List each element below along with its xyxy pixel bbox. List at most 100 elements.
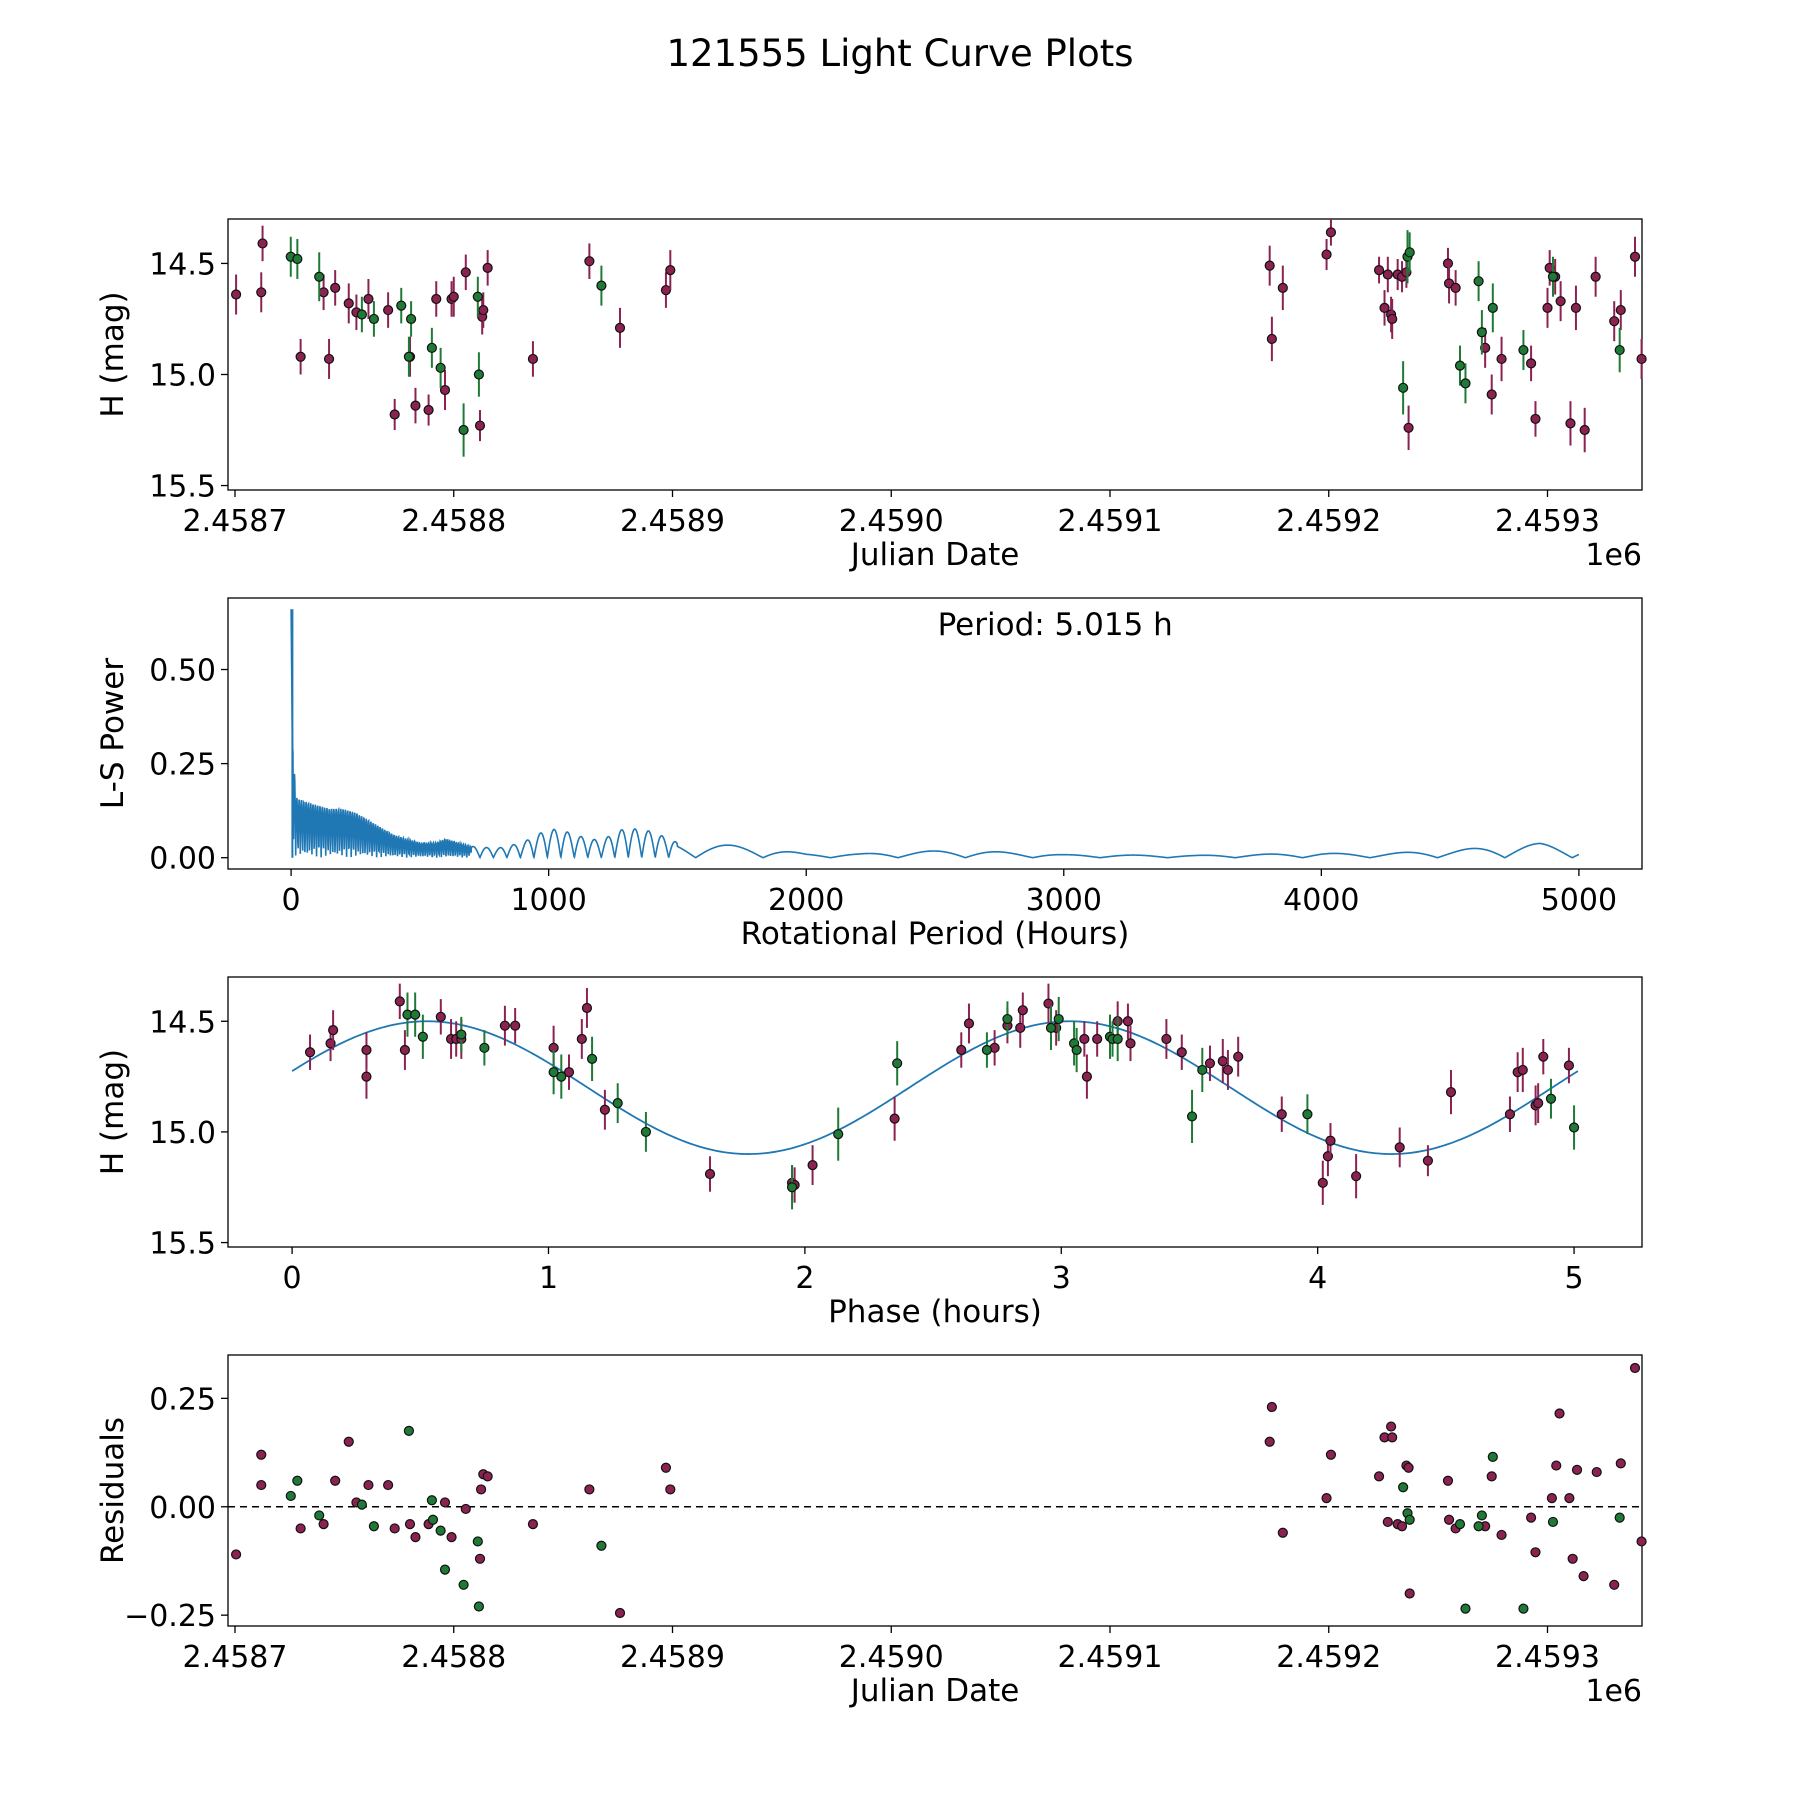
point-r — [1387, 313, 1398, 325]
point-g — [479, 1042, 490, 1053]
point-r — [1538, 1051, 1549, 1062]
point-r — [475, 1484, 487, 1495]
point-r — [1571, 1464, 1583, 1476]
point-g — [1045, 1022, 1057, 1034]
point-r — [1579, 424, 1590, 436]
point-g — [472, 291, 483, 302]
point-r — [1565, 418, 1576, 429]
x-tick-label: 1 — [539, 1261, 558, 1296]
point-r — [1629, 1362, 1641, 1374]
point-r — [230, 1549, 242, 1560]
point-r — [1394, 1142, 1405, 1153]
point-g — [314, 1510, 325, 1521]
point-r — [1373, 264, 1385, 276]
lightcurve-panel: 2.4587 2.4588 2.4589 2.4590 2.4591 2.4592 2.45… — [95, 218, 1647, 573]
point-r — [1351, 1171, 1362, 1182]
periodogram-xlabel: Rotational Period (Hours) — [741, 916, 1130, 952]
point-r — [665, 1484, 676, 1495]
x-tick-label: 2000 — [768, 883, 844, 918]
point-r — [394, 996, 405, 1007]
point-r — [1591, 1466, 1602, 1478]
point-g — [1197, 1064, 1208, 1076]
point-r — [1442, 258, 1454, 269]
point-r — [956, 1044, 967, 1056]
point-r — [1442, 1475, 1454, 1486]
residuals-ticks: 2.4587 2.4588 2.4589 2.4590 2.4591 2.4592 2.45… — [124, 1382, 1600, 1675]
x-tick-label: 2.4593 — [1495, 1640, 1600, 1675]
y-tick-label: 0.00 — [149, 1491, 216, 1526]
point-r — [889, 1113, 900, 1124]
point-r — [478, 304, 489, 316]
point-g — [314, 271, 325, 282]
x-tick-label: 2.4589 — [620, 1640, 725, 1675]
point-r — [584, 256, 595, 267]
point-r — [510, 1020, 521, 1031]
x-tick-label: 4000 — [1283, 883, 1359, 918]
point-r — [399, 1044, 411, 1056]
x-tick-label: 2.4590 — [839, 504, 944, 539]
point-r — [318, 287, 329, 298]
point-g — [1460, 1603, 1471, 1614]
point-r — [1277, 1527, 1288, 1538]
y-tick-label: 0.25 — [149, 1382, 216, 1417]
y-tick-label: −0.25 — [124, 1599, 216, 1634]
point-r — [343, 1436, 354, 1447]
x-tick-label: 2.4587 — [183, 504, 288, 539]
point-r — [1443, 1514, 1455, 1525]
point-r — [474, 1553, 486, 1564]
point-r — [1546, 1492, 1557, 1504]
point-r — [1403, 1462, 1414, 1473]
point-r — [1504, 1109, 1516, 1120]
point-g — [396, 300, 407, 311]
residuals-offset-label: 1e6 — [1585, 1674, 1642, 1709]
point-r — [318, 1519, 329, 1530]
point-g — [1487, 302, 1498, 313]
point-g — [556, 1071, 567, 1082]
x-tick-label: 4 — [1308, 1261, 1327, 1296]
point-r — [1533, 1098, 1544, 1109]
point-r — [410, 400, 421, 411]
point-g — [292, 253, 303, 265]
x-tick-label: 2.4592 — [1276, 504, 1381, 539]
point-r — [1317, 1177, 1328, 1188]
point-r — [1609, 316, 1620, 327]
x-tick-label: 2 — [795, 1261, 814, 1296]
point-r — [1636, 1536, 1647, 1547]
y-tick-label: 15.0 — [149, 358, 216, 393]
x-tick-label: 5000 — [1541, 883, 1617, 918]
residuals-frame — [227, 1354, 1643, 1627]
point-g — [473, 369, 485, 380]
point-r — [446, 1532, 457, 1543]
point-r — [1325, 1135, 1336, 1146]
x-tick-label: 0 — [282, 883, 301, 918]
point-r — [256, 287, 267, 298]
point-r — [1517, 1064, 1528, 1076]
point-r — [1382, 1516, 1393, 1528]
point-r — [1264, 260, 1275, 271]
point-r — [1325, 1449, 1337, 1460]
periodogram-panel: 0 1000 2000 3000 4000 5000 0.50 0.25 0.00 Period… — [95, 597, 1643, 952]
x-tick-label: 3 — [1052, 1261, 1071, 1296]
point-g — [1487, 1451, 1498, 1462]
residuals-panel: 2.4587 2.4588 2.4589 2.4590 2.4591 2.4592 2.45… — [95, 1354, 1647, 1709]
point-r — [1387, 1432, 1398, 1443]
point-g — [981, 1044, 993, 1056]
ls-power-line — [290, 609, 1580, 860]
point-g — [833, 1129, 844, 1140]
point-g — [1071, 1044, 1082, 1056]
point-r — [1615, 1458, 1626, 1469]
point-r — [1496, 353, 1507, 365]
point-r — [1564, 1492, 1575, 1504]
point-r — [576, 1033, 587, 1045]
point-r — [1496, 1529, 1507, 1541]
x-tick-label: 0 — [283, 1261, 302, 1296]
x-tick-label: 1000 — [510, 883, 586, 918]
point-r — [257, 238, 268, 249]
point-r — [1092, 1033, 1103, 1045]
lightcurve-offset-label: 1e6 — [1585, 538, 1642, 573]
point-r — [1321, 1492, 1332, 1504]
point-r — [660, 1462, 672, 1473]
point-g — [1476, 1510, 1487, 1521]
point-r — [1551, 1460, 1562, 1471]
point-r — [1636, 353, 1647, 365]
